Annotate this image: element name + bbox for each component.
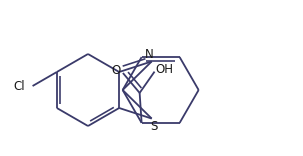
Text: OH: OH — [155, 63, 174, 76]
Text: O: O — [111, 64, 121, 78]
Text: Cl: Cl — [13, 80, 25, 93]
Text: S: S — [150, 120, 157, 133]
Text: N: N — [145, 48, 154, 61]
